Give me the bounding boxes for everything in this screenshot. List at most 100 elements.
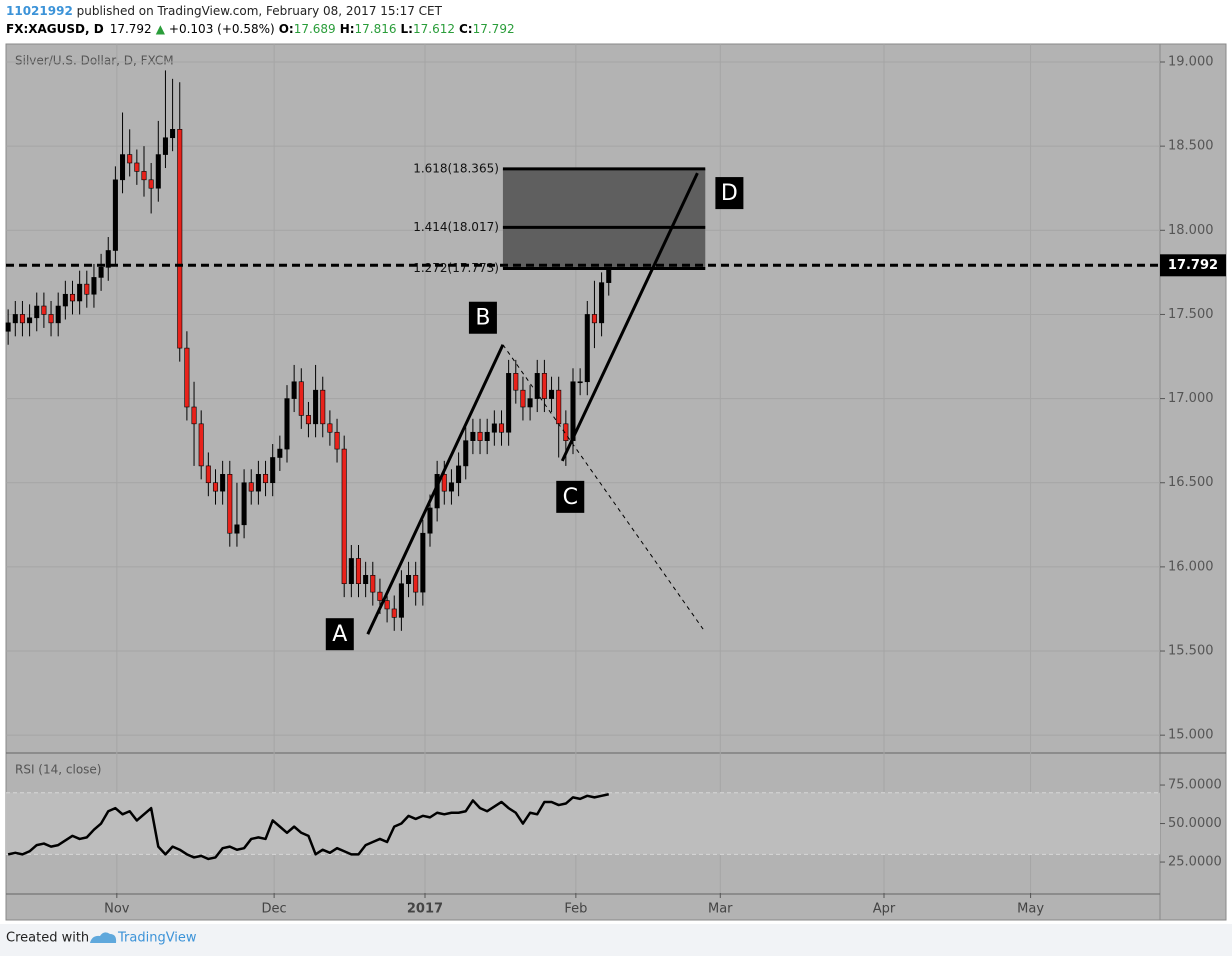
candle-body bbox=[127, 154, 133, 164]
candle-body bbox=[320, 389, 326, 425]
candle-body bbox=[448, 482, 454, 492]
candle-body bbox=[470, 431, 476, 441]
y-tick-label: 75.0000 bbox=[1168, 778, 1222, 793]
candle-body bbox=[19, 314, 25, 324]
y-tick-label: 25.0000 bbox=[1168, 855, 1222, 870]
y-tick-label: 17.000 bbox=[1168, 391, 1214, 406]
candle-body bbox=[191, 406, 197, 425]
candle-body bbox=[141, 171, 147, 181]
candle-body bbox=[112, 179, 118, 251]
candle-body bbox=[27, 317, 33, 324]
candle-body bbox=[577, 381, 583, 384]
candle-body bbox=[84, 283, 90, 295]
wave-label: B bbox=[475, 306, 490, 331]
candle-body bbox=[263, 474, 269, 484]
candle-body bbox=[398, 583, 404, 618]
candle-body bbox=[327, 423, 333, 433]
header-line: 11021992 published on TradingView.com, F… bbox=[6, 4, 443, 18]
candle-body bbox=[134, 162, 140, 172]
candle-body bbox=[520, 389, 526, 408]
candle-body bbox=[98, 267, 104, 278]
candle-body bbox=[591, 314, 597, 324]
candle-body bbox=[48, 314, 54, 324]
wave-label: D bbox=[721, 181, 738, 206]
x-tick-label: 2017 bbox=[407, 902, 443, 917]
candle-body bbox=[534, 373, 540, 399]
candle-body bbox=[212, 482, 219, 492]
fib-box bbox=[502, 168, 706, 269]
fib-label: 1.272(17.773) bbox=[413, 261, 499, 275]
candle-body bbox=[420, 532, 426, 593]
candle-body bbox=[284, 398, 290, 450]
candle-body bbox=[484, 431, 490, 441]
candle-body bbox=[198, 423, 204, 467]
candle-body bbox=[170, 129, 176, 139]
candle-body bbox=[270, 457, 276, 484]
candle-body bbox=[55, 305, 61, 324]
ohlc-key: O: bbox=[279, 22, 294, 36]
candle-body bbox=[506, 373, 512, 433]
candle-body bbox=[91, 277, 97, 295]
candle-body bbox=[348, 558, 354, 585]
candle-body bbox=[406, 574, 412, 585]
candle-body bbox=[527, 398, 533, 408]
candle-body bbox=[584, 314, 590, 383]
candle-body bbox=[120, 154, 126, 181]
candle-body bbox=[463, 440, 469, 467]
chart-title: Silver/U.S. Dollar, D, FXCM bbox=[15, 54, 174, 68]
candle-body bbox=[255, 474, 261, 492]
wave-line bbox=[560, 172, 699, 462]
y-tick-label: 16.000 bbox=[1168, 559, 1214, 574]
candle-body bbox=[205, 465, 211, 484]
x-tick-label: Nov bbox=[104, 902, 130, 917]
fib-label: 1.618(18.365) bbox=[413, 161, 499, 175]
candle-body bbox=[34, 305, 40, 319]
y-tick-label: 17.500 bbox=[1168, 307, 1214, 322]
candle-body bbox=[563, 423, 569, 441]
published: published on TradingView.com, February 0… bbox=[73, 4, 443, 18]
candle-body bbox=[105, 250, 111, 268]
candle-body bbox=[363, 574, 369, 585]
candle-body bbox=[334, 431, 340, 450]
wave-label-box bbox=[325, 618, 354, 651]
rsi-band bbox=[6, 792, 1160, 855]
x-tick-label: Mar bbox=[708, 902, 733, 917]
projection-line bbox=[502, 344, 704, 630]
change: +0.103 (+0.58%) bbox=[169, 22, 275, 36]
candle-body bbox=[77, 283, 83, 302]
candle-body bbox=[377, 591, 383, 601]
ohlc-value: 17.792 bbox=[473, 22, 515, 36]
ohlc-key: H: bbox=[340, 22, 355, 36]
candle-body bbox=[370, 574, 376, 593]
candle-body bbox=[220, 474, 226, 492]
candle-body bbox=[498, 423, 505, 433]
x-tick-label: May bbox=[1017, 902, 1044, 917]
candle-body bbox=[62, 293, 68, 307]
wave-label-box bbox=[556, 480, 585, 513]
candle-body bbox=[477, 431, 483, 441]
candle-body bbox=[549, 389, 555, 399]
x-tick-label: Apr bbox=[873, 902, 896, 917]
x-tick-label: Dec bbox=[262, 902, 287, 917]
candle-body bbox=[391, 608, 397, 618]
last-price-label: 17.792 bbox=[1168, 258, 1218, 273]
candle-body bbox=[427, 507, 433, 534]
footer-brand[interactable]: TradingView bbox=[117, 931, 197, 946]
y-tick-label: 15.000 bbox=[1168, 728, 1214, 743]
candle-body bbox=[12, 314, 18, 324]
candle-body bbox=[491, 423, 497, 433]
y-tick-label: 18.000 bbox=[1168, 223, 1214, 238]
y-tick-label: 50.0000 bbox=[1168, 816, 1222, 831]
wave-label-box bbox=[715, 177, 744, 210]
price: 17.792 bbox=[110, 22, 152, 36]
last-price-box bbox=[1160, 254, 1226, 277]
candle-body bbox=[305, 415, 311, 425]
user[interactable]: 11021992 bbox=[6, 4, 73, 18]
wave-label-box bbox=[468, 301, 497, 334]
wave-line bbox=[366, 344, 505, 635]
candle-body bbox=[291, 381, 297, 399]
candle-body bbox=[384, 600, 390, 610]
candle-body bbox=[148, 179, 154, 189]
footer-bar bbox=[0, 924, 1232, 956]
